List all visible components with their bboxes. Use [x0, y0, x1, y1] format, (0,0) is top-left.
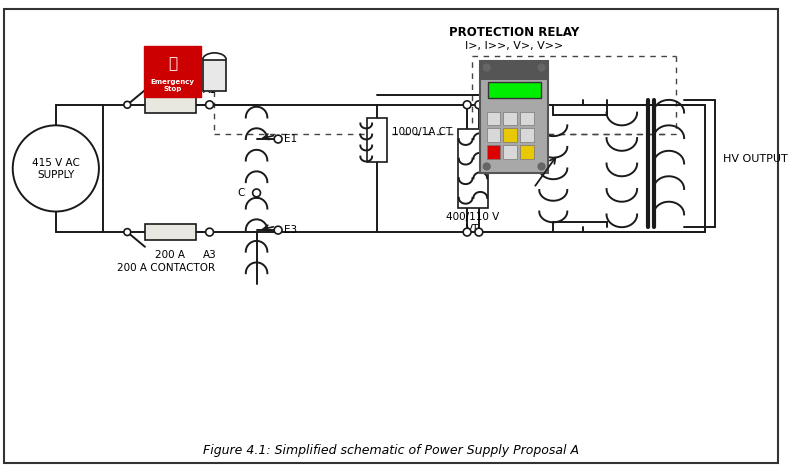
FancyBboxPatch shape	[487, 112, 500, 126]
Text: 415 V AC: 415 V AC	[32, 158, 80, 168]
Circle shape	[124, 228, 131, 236]
FancyBboxPatch shape	[487, 145, 500, 159]
Circle shape	[463, 101, 471, 109]
Circle shape	[124, 101, 131, 108]
Circle shape	[253, 189, 260, 197]
Circle shape	[484, 163, 490, 170]
Text: ✋: ✋	[168, 56, 177, 71]
FancyBboxPatch shape	[504, 112, 517, 126]
Text: A3: A3	[203, 250, 216, 260]
Circle shape	[475, 228, 483, 236]
Text: E1: E1	[284, 134, 297, 144]
FancyBboxPatch shape	[520, 145, 534, 159]
FancyBboxPatch shape	[520, 112, 534, 126]
FancyBboxPatch shape	[488, 82, 540, 98]
FancyBboxPatch shape	[520, 128, 534, 142]
Circle shape	[275, 226, 282, 234]
Text: A1: A1	[203, 85, 216, 95]
Circle shape	[13, 126, 99, 211]
Text: 200 A CONTACTOR: 200 A CONTACTOR	[117, 263, 215, 273]
Circle shape	[206, 101, 214, 109]
Text: 200 A: 200 A	[156, 250, 185, 260]
FancyBboxPatch shape	[458, 129, 488, 208]
Text: Figure 4.1: Simplified schematic of Power Supply Proposal A: Figure 4.1: Simplified schematic of Powe…	[203, 444, 579, 457]
FancyBboxPatch shape	[367, 118, 387, 162]
Text: PROTECTION RELAY: PROTECTION RELAY	[449, 26, 579, 39]
FancyBboxPatch shape	[144, 46, 201, 97]
Text: C: C	[238, 188, 245, 198]
Text: 1000/1A CT: 1000/1A CT	[392, 127, 452, 137]
Circle shape	[538, 64, 545, 71]
FancyBboxPatch shape	[145, 224, 196, 240]
FancyBboxPatch shape	[480, 61, 548, 173]
FancyBboxPatch shape	[504, 128, 517, 142]
FancyBboxPatch shape	[504, 145, 517, 159]
FancyBboxPatch shape	[4, 9, 777, 463]
Circle shape	[484, 64, 490, 71]
Circle shape	[275, 135, 282, 143]
Text: 200 A: 200 A	[156, 85, 185, 95]
Circle shape	[206, 228, 214, 236]
Text: E3: E3	[284, 225, 297, 235]
Text: HV OUTPUT: HV OUTPUT	[723, 154, 788, 164]
Text: SUPPLY: SUPPLY	[38, 170, 74, 180]
Circle shape	[463, 228, 471, 236]
Circle shape	[538, 163, 545, 170]
Circle shape	[475, 101, 483, 109]
FancyBboxPatch shape	[203, 60, 226, 91]
Text: Emergency
Stop: Emergency Stop	[150, 79, 195, 92]
FancyBboxPatch shape	[480, 61, 548, 80]
FancyBboxPatch shape	[145, 97, 196, 113]
FancyBboxPatch shape	[487, 128, 500, 142]
Text: I>, I>>, V>, V>>: I>, I>>, V>, V>>	[465, 41, 563, 51]
Text: 400/110 V
VT: 400/110 V VT	[446, 212, 500, 234]
